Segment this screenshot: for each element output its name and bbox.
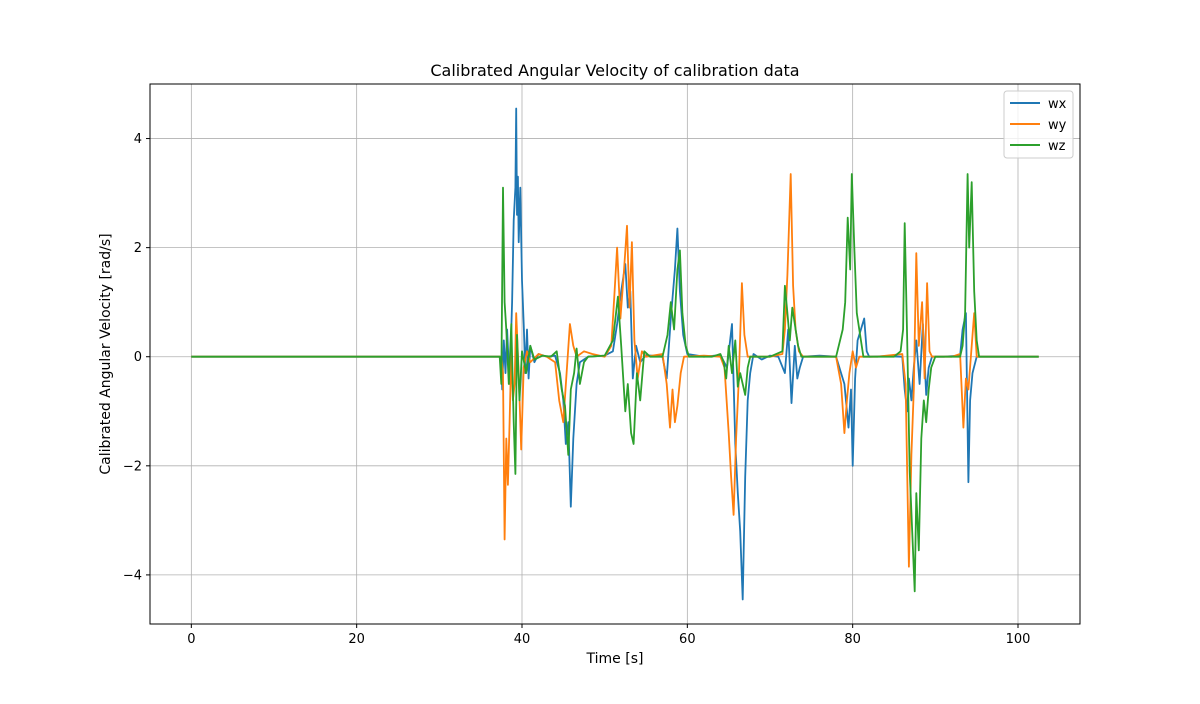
legend-label-wx: wx (1048, 97, 1067, 112)
x-tick-label: 0 (187, 632, 195, 647)
x-tick-label: 20 (348, 632, 365, 647)
legend-label-wy: wy (1048, 118, 1067, 133)
x-axis-ticks: 0 20 40 60 80 100 (187, 624, 1030, 647)
legend-label-wz: wz (1048, 139, 1066, 154)
y-tick-label: 0 (134, 350, 142, 365)
series-lines (191, 107, 1039, 601)
y-tick-label: 2 (134, 241, 142, 256)
x-tick-label: 80 (844, 632, 861, 647)
x-tick-label: 100 (1006, 632, 1031, 647)
plot-frame (149, 83, 1081, 625)
y-tick-label: −2 (123, 459, 142, 474)
x-axis-label: Time [s] (586, 651, 644, 667)
x-tick-label: 60 (679, 632, 696, 647)
y-tick-label: 4 (134, 132, 142, 147)
y-axis-ticks: −4 −2 0 2 4 (123, 132, 150, 583)
y-axis-label: Calibrated Angular Velocity [rad/s] (98, 233, 114, 474)
x-tick-label: 40 (514, 632, 531, 647)
series-line-wz (191, 173, 1039, 593)
chart-title: Calibrated Angular Velocity of calibrati… (430, 61, 799, 80)
legend: wx wy wz (1003, 90, 1074, 159)
y-tick-label: −4 (123, 568, 142, 583)
